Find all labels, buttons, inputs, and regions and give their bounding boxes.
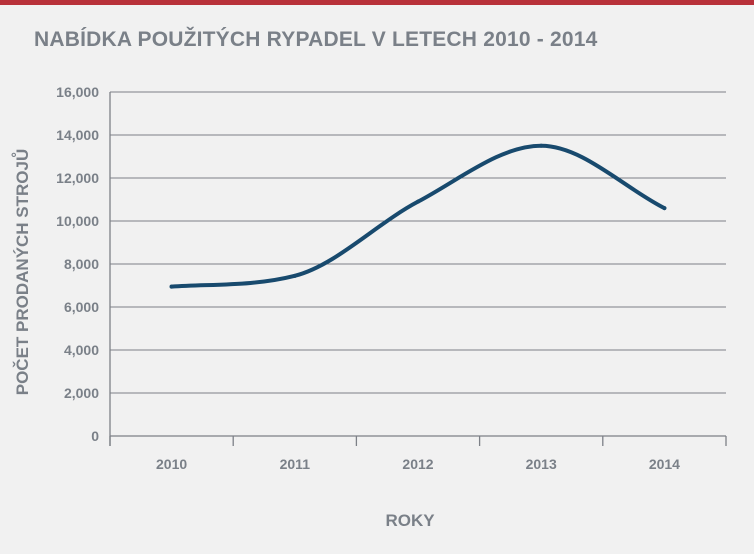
axes bbox=[109, 92, 727, 446]
series-layer bbox=[169, 143, 667, 289]
y-tick-label: 14,000 bbox=[56, 127, 99, 143]
x-tick-label: 2011 bbox=[280, 456, 311, 472]
data-point bbox=[169, 284, 174, 289]
x-tick-label: 2012 bbox=[402, 456, 433, 472]
gridlines bbox=[110, 91, 726, 437]
y-tick-label: 10,000 bbox=[56, 213, 99, 229]
data-point bbox=[539, 143, 544, 148]
y-tick-label: 8,000 bbox=[64, 256, 99, 272]
axis-labels: 0 2,000 4,000 6,000 8,000 10,000 12,000 14,000 1… bbox=[12, 84, 680, 530]
y-tick-label: 12,000 bbox=[56, 170, 99, 186]
data-point bbox=[416, 199, 420, 204]
y-axis-title: POČET PRODANÝCH STROJŮ bbox=[12, 149, 32, 396]
chart-title: NABÍDKA POUŽITÝCH RYPADEL V LETECH 2010 … bbox=[34, 28, 598, 51]
y-tick-label: 16,000 bbox=[56, 84, 99, 100]
x-tick-label: 2013 bbox=[526, 456, 557, 472]
x-tick-label: 2014 bbox=[649, 456, 680, 472]
x-tick-label: 2010 bbox=[156, 456, 187, 472]
series-line bbox=[169, 143, 667, 289]
y-tick-label: 6,000 bbox=[64, 299, 99, 315]
data-point bbox=[662, 206, 667, 211]
y-tick-label: 4,000 bbox=[64, 342, 99, 358]
y-tick-label: 0 bbox=[91, 428, 99, 444]
y-tick-label: 2,000 bbox=[64, 385, 99, 401]
x-axis-title: ROKY bbox=[385, 511, 435, 530]
data-point bbox=[292, 273, 297, 278]
top-accent-bar bbox=[0, 0, 754, 5]
